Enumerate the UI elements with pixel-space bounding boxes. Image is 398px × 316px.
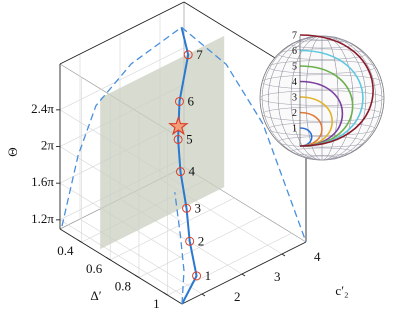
inset-curve [299,65,354,147]
inset-label: 5 [292,61,297,72]
x-tick [105,257,111,261]
sphere-parallel [268,122,376,136]
marker-label: 7 [196,47,203,62]
star-marker [168,115,189,136]
marker [185,236,195,246]
marker-label: 3 [195,200,202,215]
marker-label: 2 [198,233,205,248]
z-tick-label: 1.2π [31,211,54,226]
marker [175,167,185,177]
inset-label: 3 [292,92,297,103]
plane [100,35,225,250]
inset-label: 4 [292,77,297,88]
z-tick-label: 2.4π [31,101,54,116]
x-tick [77,239,82,243]
inset-label: 2 [292,108,297,119]
inset: 1 2 3 4 5 6 7 [259,30,385,161]
y-tick [281,253,286,257]
box-edge [59,1,185,65]
x-tick-label: 0.6 [86,261,103,276]
inset-label: 6 [292,46,297,57]
z-tick-label: 2π [41,137,55,152]
inset-label: 7 [292,30,297,41]
marker [173,134,183,144]
x-tick-label: 1 [153,296,160,311]
box-edge [181,241,307,305]
y-tick-label: 3 [274,269,281,284]
inset-label: 1 [292,123,297,134]
x-tick [134,274,140,278]
x-axis-title: Δ′ [90,288,101,303]
z-axis-title: Θ [5,147,20,156]
dashed-curve [61,26,182,227]
marker-label: 4 [188,164,195,179]
marker [182,203,192,213]
dashed-curve [181,26,307,243]
marker-label: 6 [187,93,194,108]
sphere-parallel [290,40,354,49]
grid-line [79,54,203,295]
marker [192,271,202,281]
dashed-curve [174,192,185,305]
marker [183,50,193,60]
sphere-parallel [305,35,339,41]
sphere-parallel [268,60,376,74]
sphere-parallel [261,74,383,90]
marker [174,96,184,106]
y-tick [241,273,246,277]
x-tick-label: 0.4 [57,243,74,258]
y-axis-title: c′₂ [335,283,348,298]
sphere-parallel [261,106,383,122]
inset-curve [299,34,374,147]
y-tick-label: 2 [234,289,241,304]
inset-curve [299,49,364,147]
x-tick [163,292,168,296]
y-tick [201,293,206,297]
inset-curve [299,80,344,147]
x-tick-label: 0.8 [115,279,131,294]
z-tick-label: 1.6π [31,174,54,189]
marker-label: 1 [205,268,212,283]
sphere-parallel [305,155,339,161]
marker-label: 5 [186,131,193,146]
y-tick-label: 4 [314,249,321,264]
sphere-parallel [290,147,354,156]
curve [177,27,198,305]
sphere-parallel [277,48,367,60]
sphere-parallel [259,90,385,106]
sphere-parallel [277,136,367,148]
